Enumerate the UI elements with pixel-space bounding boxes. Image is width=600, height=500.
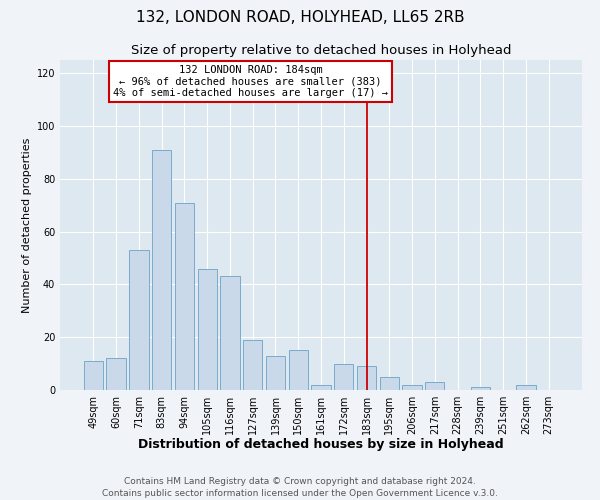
- Bar: [106, 358, 126, 390]
- Bar: [334, 364, 353, 390]
- Bar: [243, 340, 262, 390]
- Bar: [470, 388, 490, 390]
- Bar: [403, 384, 422, 390]
- Bar: [380, 377, 399, 390]
- Title: Size of property relative to detached houses in Holyhead: Size of property relative to detached ho…: [131, 44, 511, 58]
- Bar: [129, 250, 149, 390]
- Text: Contains HM Land Registry data © Crown copyright and database right 2024.
Contai: Contains HM Land Registry data © Crown c…: [102, 476, 498, 498]
- Bar: [357, 366, 376, 390]
- Bar: [84, 361, 103, 390]
- Text: 132, LONDON ROAD, HOLYHEAD, LL65 2RB: 132, LONDON ROAD, HOLYHEAD, LL65 2RB: [136, 10, 464, 25]
- Bar: [152, 150, 172, 390]
- Bar: [516, 384, 536, 390]
- Bar: [197, 268, 217, 390]
- Bar: [289, 350, 308, 390]
- Bar: [220, 276, 239, 390]
- X-axis label: Distribution of detached houses by size in Holyhead: Distribution of detached houses by size …: [138, 438, 504, 452]
- Y-axis label: Number of detached properties: Number of detached properties: [22, 138, 32, 312]
- Bar: [311, 384, 331, 390]
- Text: 132 LONDON ROAD: 184sqm
← 96% of detached houses are smaller (383)
4% of semi-de: 132 LONDON ROAD: 184sqm ← 96% of detache…: [113, 65, 388, 98]
- Bar: [266, 356, 285, 390]
- Bar: [425, 382, 445, 390]
- Bar: [175, 202, 194, 390]
